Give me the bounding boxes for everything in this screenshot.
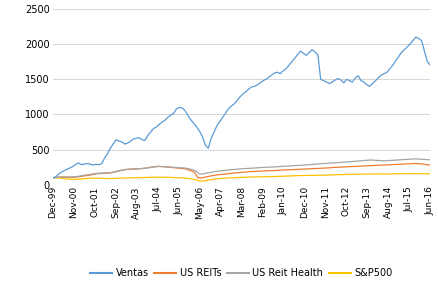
Legend: Ventas, US REITs, US Reit Health, S&P500: Ventas, US REITs, US Reit Health, S&P500 [86,264,396,282]
